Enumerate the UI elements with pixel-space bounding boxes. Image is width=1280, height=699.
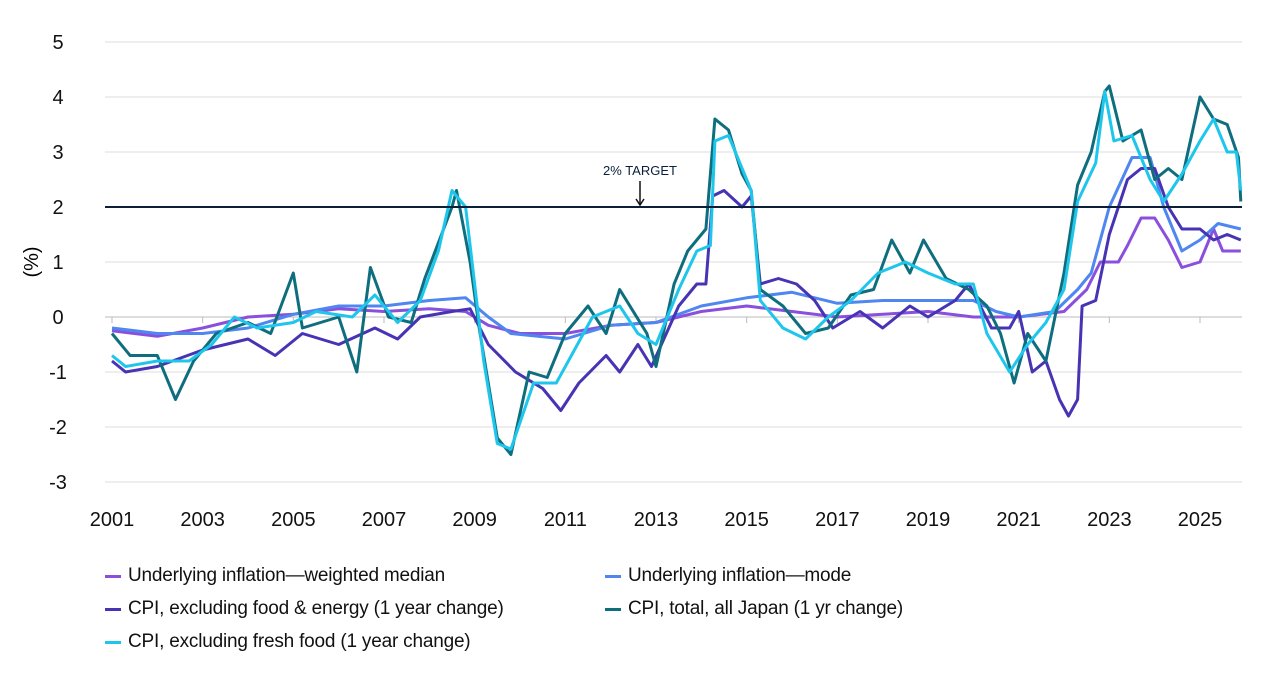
y-tick-label: -1 — [49, 362, 67, 384]
y-tick-label: 2 — [52, 197, 63, 219]
x-tick-label: 2007 — [362, 509, 407, 531]
y-tick-label: -2 — [49, 417, 67, 439]
gridlines — [105, 41, 1242, 483]
x-tick-label: 2019 — [906, 509, 951, 531]
legend-label: CPI, total, all Japan (1 yr change) — [628, 598, 903, 619]
legend-swatch — [605, 574, 621, 578]
series-line-2 — [111, 167, 1242, 418]
x-tick-label: 2003 — [180, 509, 225, 531]
legend-label: Underlying inflation—mode — [628, 565, 852, 586]
y-axis-label: (%) — [21, 246, 43, 277]
target-arrowhead — [635, 198, 645, 207]
y-tick-label: -3 — [49, 472, 67, 494]
x-tick-label: 2017 — [815, 509, 860, 531]
y-tick-label: 3 — [52, 142, 63, 164]
target-label: 2% TARGET — [603, 163, 677, 178]
legend-item-fresh-food: CPI, excluding fresh food (1 year change… — [105, 631, 471, 653]
legend-item-food-energy: CPI, excluding food & energy (1 year cha… — [105, 598, 504, 620]
inflation-line-chart: 5 4 3 2 1 0 -1 -2 -3 2001 2003 2005 2007 2009 2011 201… — [21, 32, 1243, 531]
legend-swatch — [105, 607, 121, 611]
legend-item-total: CPI, total, all Japan (1 yr change) — [605, 598, 903, 620]
legend-label: CPI, excluding food & energy (1 year cha… — [128, 598, 504, 619]
series-line-3 — [110, 84, 1243, 456]
legend-item-weighted-median: Underlying inflation—weighted median — [105, 565, 445, 587]
y-tick-labels: 5 4 3 2 1 0 -1 -2 -3 — [49, 32, 67, 494]
legend-item-mode: Underlying inflation—mode — [605, 565, 851, 587]
legend-swatch — [605, 607, 621, 611]
x-tick-labels: 2001 2003 2005 2007 2009 2011 2013 2015 2017 2019… — [90, 509, 1223, 531]
y-tick-label: 4 — [52, 87, 63, 109]
x-tick-label: 2023 — [1087, 509, 1132, 531]
legend-label: CPI, excluding fresh food (1 year change… — [128, 631, 471, 652]
y-tick-label: 0 — [52, 307, 63, 329]
y-tick-label: 5 — [52, 32, 63, 54]
legend-swatch — [105, 640, 121, 644]
legend-label: Underlying inflation—weighted median — [128, 565, 446, 586]
x-tick-label: 2009 — [452, 509, 497, 531]
x-tick-label: 2001 — [90, 509, 135, 531]
x-tick-label: 2013 — [634, 509, 679, 531]
target-line-group: 2% TARGET — [105, 163, 1242, 208]
x-tick-label: 2011 — [544, 509, 587, 531]
y-tick-label: 1 — [52, 252, 63, 274]
series-line-4 — [111, 90, 1243, 451]
x-tick-label: 2015 — [724, 509, 769, 531]
series-lines — [110, 84, 1243, 456]
x-tick-label: 2025 — [1178, 509, 1223, 531]
x-tick-label: 2021 — [996, 509, 1041, 531]
legend-swatch — [105, 574, 121, 578]
x-tick-label: 2005 — [271, 509, 316, 531]
